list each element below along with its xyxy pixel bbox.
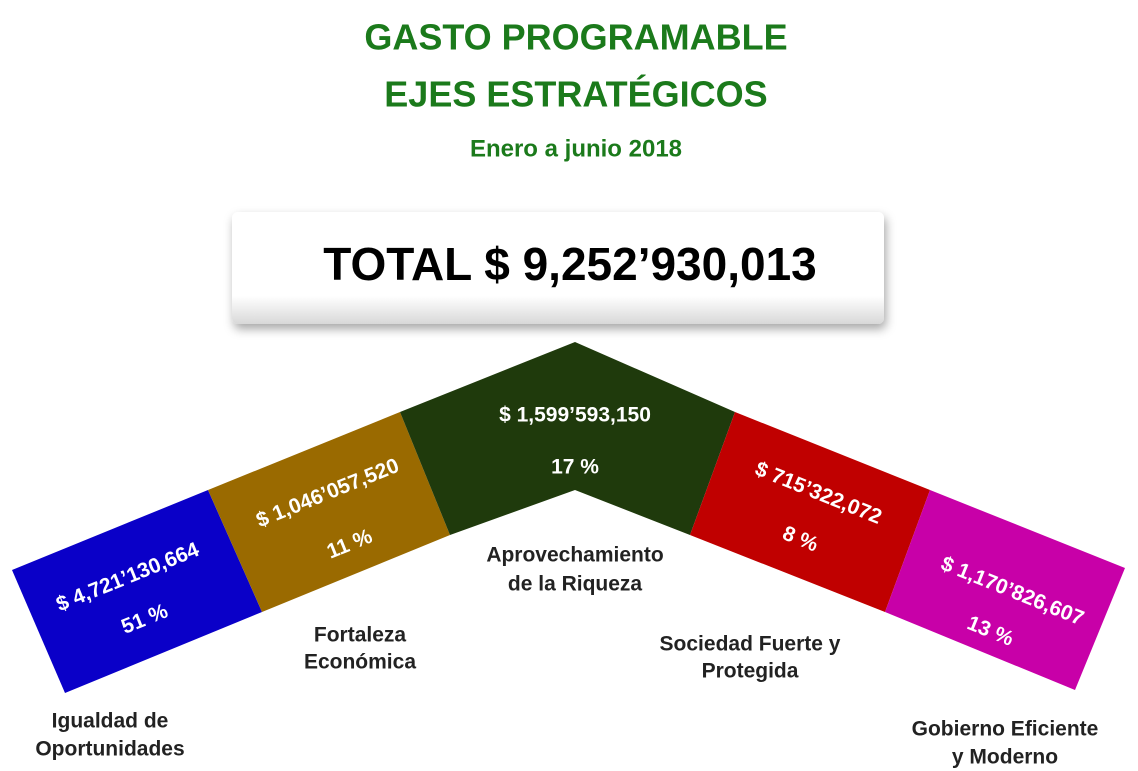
segment-label: Sociedad Fuerte y [660, 633, 841, 656]
segment-label: Económica [304, 651, 416, 674]
segment-label: y Moderno [952, 746, 1058, 769]
segment [885, 490, 1125, 690]
title: EJES ESTRATÉGICOS [384, 74, 767, 115]
segment [12, 490, 262, 693]
segment-label: de la Riqueza [508, 573, 643, 596]
segment [400, 342, 735, 535]
segment-label: Aprovechamiento [486, 544, 663, 567]
segment-label: Igualdad de [52, 710, 169, 733]
total: TOTAL $ 9,252’930,013 [323, 238, 817, 290]
segment-label: Protegida [702, 660, 799, 683]
segment-amount: $ 1,599’593,150 [499, 404, 651, 427]
total-box [232, 212, 884, 324]
title: GASTO PROGRAMABLE [364, 17, 787, 58]
segment-percent: 17 % [551, 456, 599, 479]
subtitle: Enero a junio 2018 [470, 135, 682, 162]
segment [690, 412, 930, 612]
segment-label: Fortaleza [314, 624, 407, 647]
segment-label: Gobierno Eficiente [912, 718, 1099, 741]
segments [12, 342, 1125, 693]
segment [208, 412, 450, 612]
segment-label: Oportunidades [35, 738, 184, 761]
